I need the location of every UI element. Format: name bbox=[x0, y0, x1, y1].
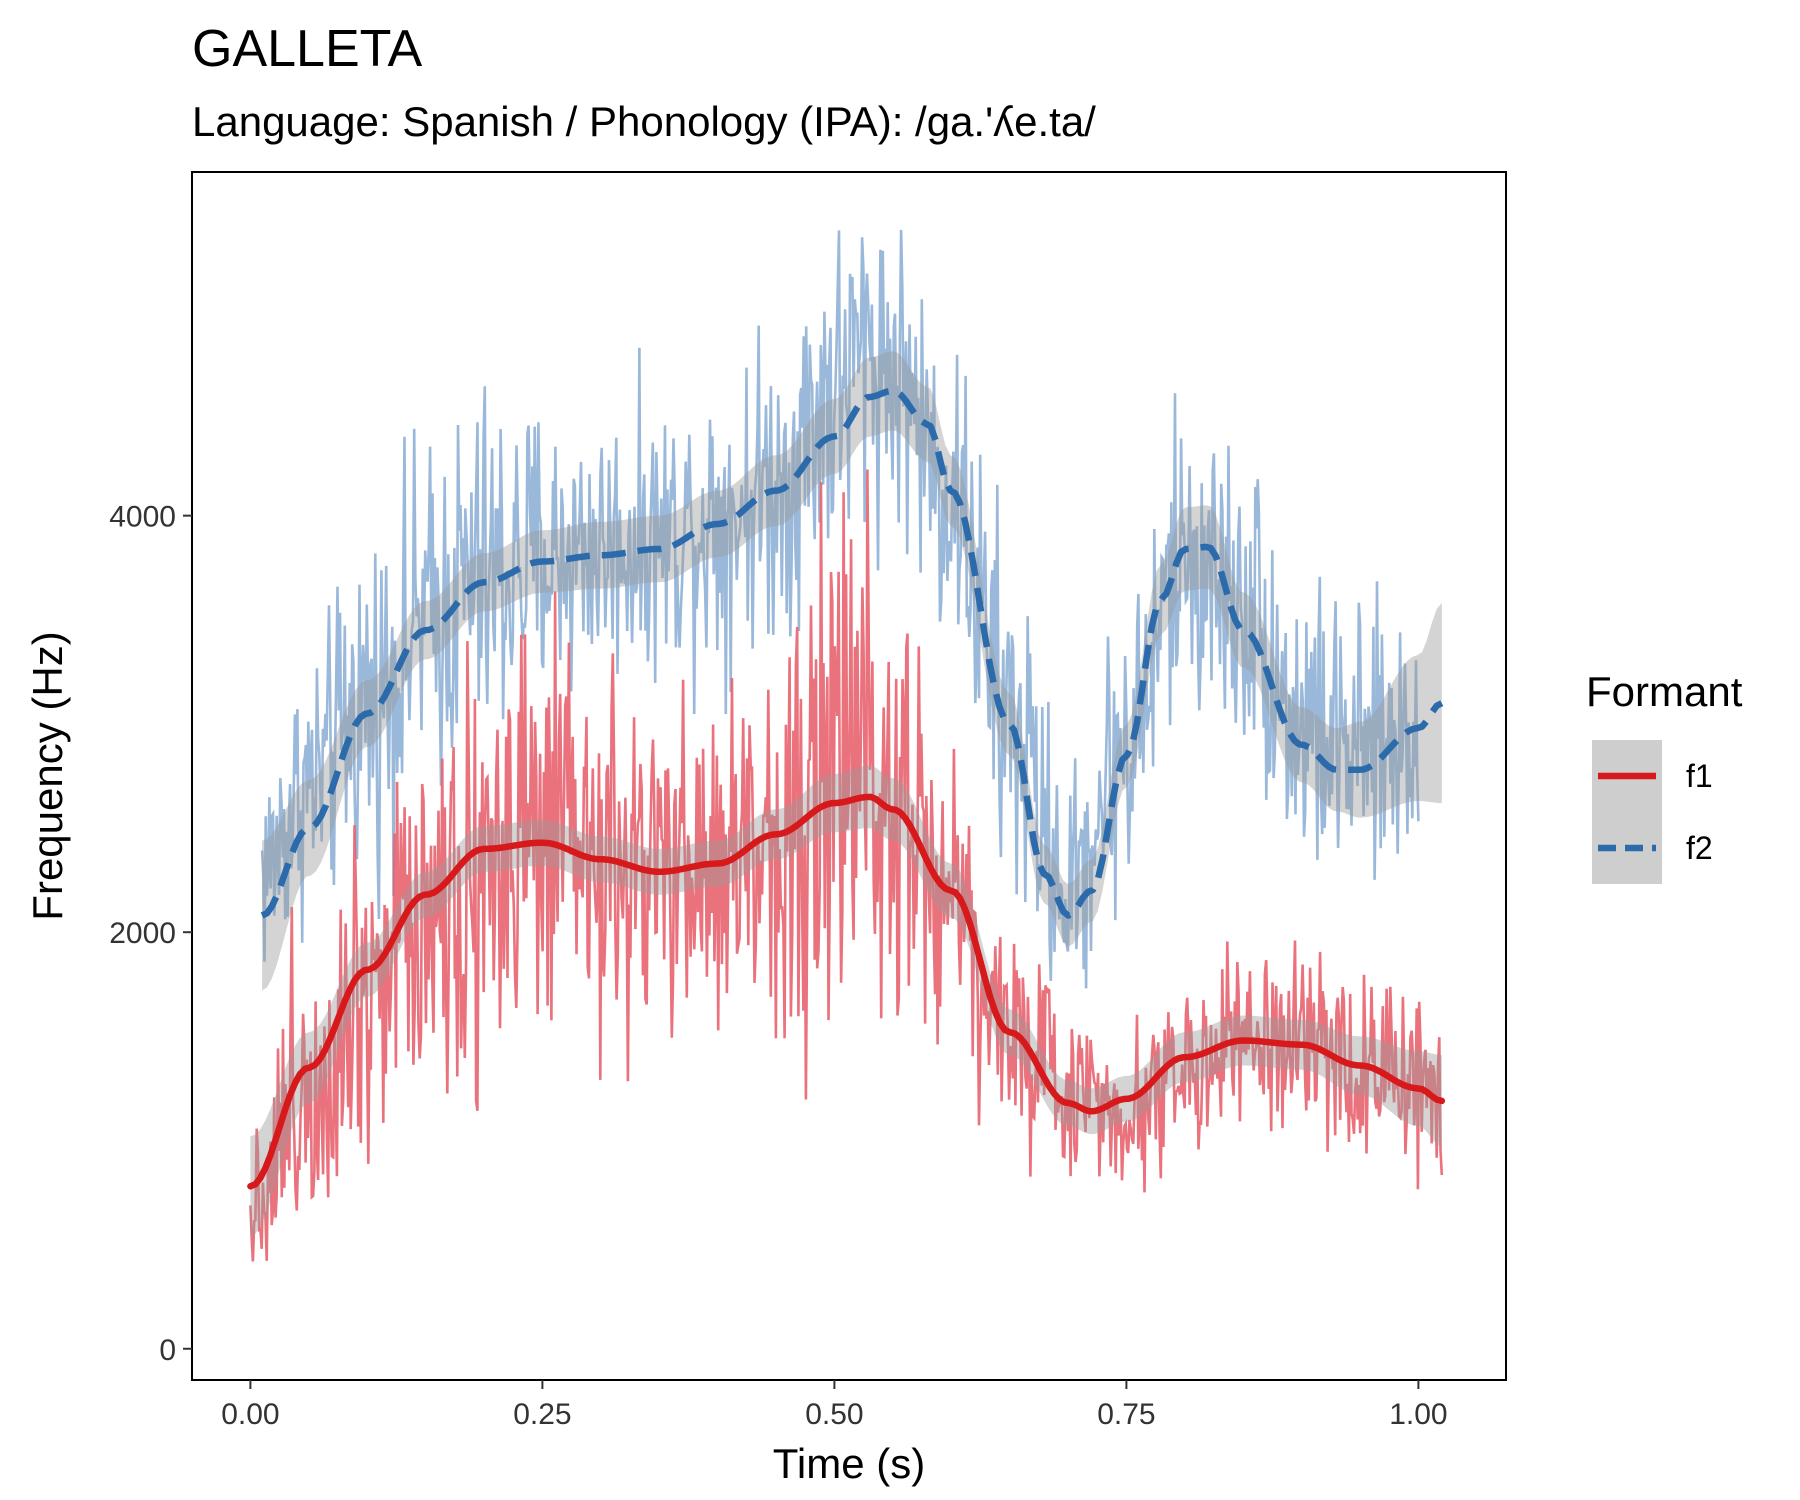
legend: Formant f1 f2 bbox=[1586, 668, 1743, 884]
y-tick-label: 2000 bbox=[109, 917, 176, 950]
legend-label-f1: f1 bbox=[1686, 758, 1713, 794]
legend-label-f2: f2 bbox=[1686, 830, 1713, 866]
y-tick-label: 0 bbox=[159, 1334, 176, 1367]
chart-subtitle: Language: Spanish / Phonology (IPA): /ga… bbox=[192, 98, 1096, 145]
x-tick-label: 0.00 bbox=[221, 1398, 279, 1431]
x-tick-label: 1.00 bbox=[1389, 1398, 1447, 1431]
x-axis: 0.00 0.25 0.50 0.75 1.00 bbox=[221, 1380, 1448, 1431]
legend-title: Formant bbox=[1586, 668, 1743, 715]
x-tick-label: 0.75 bbox=[1097, 1398, 1155, 1431]
chart-title: GALLETA bbox=[192, 20, 423, 78]
plot-border bbox=[191, 171, 1507, 1381]
smooth-line-f1 bbox=[247, 793, 1446, 1190]
smooth-line-f2 bbox=[260, 387, 1444, 919]
y-tick-label: 4000 bbox=[109, 501, 176, 534]
y-axis: 0 2000 4000 bbox=[109, 501, 192, 1367]
x-tick-label: 0.50 bbox=[805, 1398, 863, 1431]
x-tick-label: 0.25 bbox=[513, 1398, 571, 1431]
x-axis-label: Time (s) bbox=[773, 1440, 925, 1487]
smooth-lines bbox=[247, 387, 1446, 1190]
y-axis-label: Frequency (Hz) bbox=[24, 631, 71, 920]
